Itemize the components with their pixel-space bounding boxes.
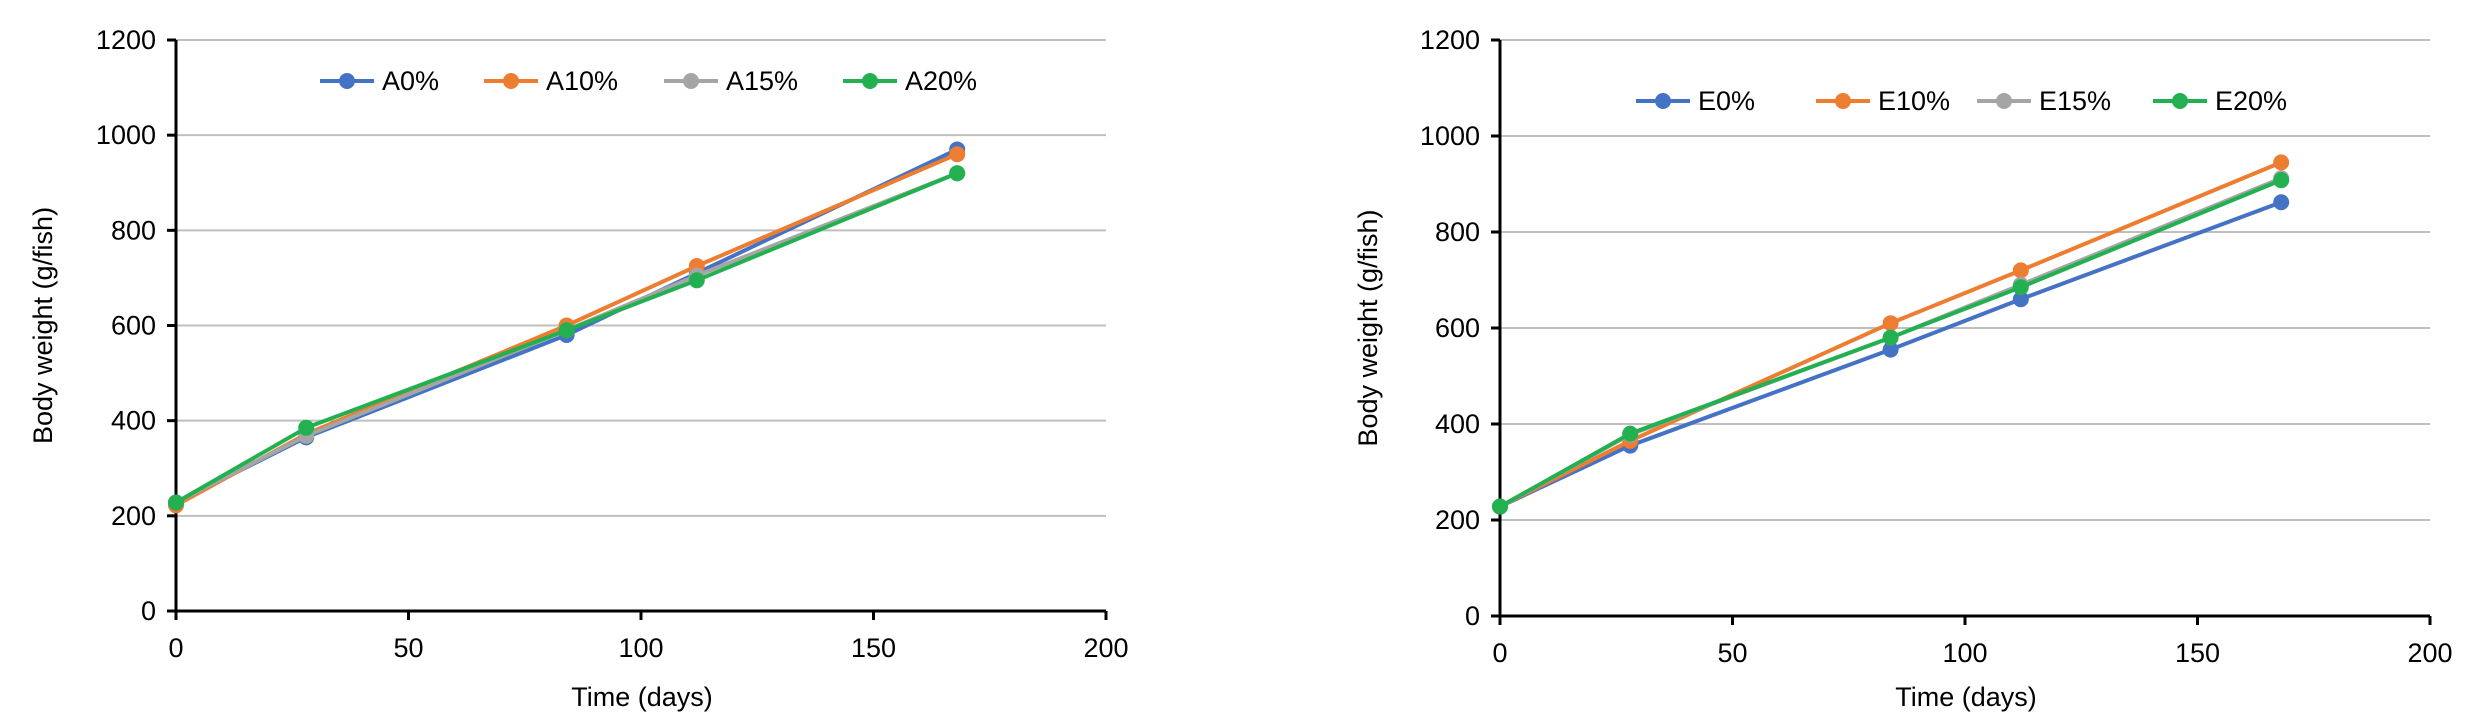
legend-swatch-marker — [339, 73, 355, 89]
y-tick-label: 0 — [1465, 601, 1480, 631]
y-tick-label: 400 — [1435, 409, 1480, 439]
series-E0% — [1492, 194, 2290, 515]
legend-label: A10% — [546, 66, 618, 96]
y-tick-label: 400 — [111, 406, 156, 436]
legend-label: E10% — [1878, 86, 1950, 116]
x-tick-label: 200 — [1083, 633, 1128, 663]
y-tick-label: 200 — [111, 501, 156, 531]
x-tick-label: 0 — [168, 633, 183, 663]
legend-label: A20% — [905, 66, 977, 96]
data-point — [2273, 194, 2290, 211]
data-point — [949, 165, 966, 182]
data-point — [558, 322, 575, 339]
data-point — [1882, 341, 1899, 358]
y-tick-label: 800 — [1435, 217, 1480, 247]
data-point — [688, 272, 705, 289]
legend-swatch-marker — [862, 73, 878, 89]
legend-item: E15% — [1977, 86, 2111, 116]
x-tick-label: 150 — [2175, 638, 2220, 668]
chart-1: 0 200 400 600 800 1000 1200 0 50 100 150 200 Body we… — [28, 25, 1129, 712]
series-E20% — [1492, 172, 2290, 515]
x-axis-title: Time (days) — [1895, 682, 2037, 712]
y-axis-title: Body weight (g/fish) — [1353, 209, 1383, 446]
x-axis-title: Time (days) — [571, 682, 713, 712]
x-tick-label: 0 — [1492, 638, 1507, 668]
y-tick-label: 1200 — [1420, 25, 1480, 55]
series-A20% — [168, 165, 966, 511]
y-tick-label: 1200 — [96, 25, 156, 55]
data-point — [2012, 279, 2029, 296]
x-tick-label: 100 — [1942, 638, 1987, 668]
legend: A0% A10% A15% A20% — [320, 66, 977, 96]
legend: E0% E10% E15% E20% — [1636, 86, 2287, 116]
data-point — [2273, 154, 2290, 171]
data-point — [1882, 315, 1899, 332]
legend-label: E15% — [2039, 86, 2111, 116]
legend-label: A15% — [726, 66, 798, 96]
x-tick-label: 150 — [851, 633, 896, 663]
y-axis-title: Body weight (g/fish) — [28, 207, 58, 444]
legend-swatch-marker — [683, 73, 699, 89]
legend-item: A0% — [320, 66, 439, 96]
y-tick-label: 200 — [1435, 505, 1480, 535]
x-tick-label: 50 — [1717, 638, 1747, 668]
legend-swatch-marker — [1655, 93, 1671, 109]
y-tick-label: 0 — [141, 596, 156, 626]
y-tick-label: 600 — [1435, 313, 1480, 343]
legend-item: A10% — [484, 66, 618, 96]
x-tick-label: 200 — [2407, 638, 2452, 668]
chart-2: 0 200 400 600 800 1000 1200 0 50 100 150 200 Body we… — [1353, 25, 2453, 712]
y-tick-label: 600 — [111, 311, 156, 341]
legend-label: E0% — [1698, 86, 1755, 116]
data-point — [2012, 291, 2029, 308]
data-point — [168, 494, 184, 511]
legend-item: E10% — [1816, 86, 1950, 116]
legend-item: E20% — [2153, 86, 2287, 116]
legend-item: E0% — [1636, 86, 1755, 116]
data-point — [1882, 329, 1899, 346]
data-point — [2012, 262, 2029, 279]
y-tick-label: 1000 — [1420, 121, 1480, 151]
legend-swatch-marker — [1835, 93, 1851, 109]
data-point — [298, 419, 315, 436]
x-tick-label: 100 — [618, 633, 663, 663]
legend-item: A20% — [843, 66, 977, 96]
data-point — [949, 146, 966, 163]
legend-swatch-marker — [503, 73, 519, 89]
legend-label: A0% — [382, 66, 439, 96]
legend-item: A15% — [664, 66, 798, 96]
x-tick-label: 50 — [393, 633, 423, 663]
data-point — [2273, 172, 2290, 189]
legend-label: E20% — [2215, 86, 2287, 116]
data-point — [1622, 425, 1639, 442]
legend-swatch-marker — [2172, 93, 2188, 109]
data-point — [1492, 498, 1508, 515]
y-tick-label: 800 — [111, 215, 156, 245]
y-tick-label: 1000 — [96, 120, 156, 150]
legend-swatch-marker — [1996, 93, 2012, 109]
